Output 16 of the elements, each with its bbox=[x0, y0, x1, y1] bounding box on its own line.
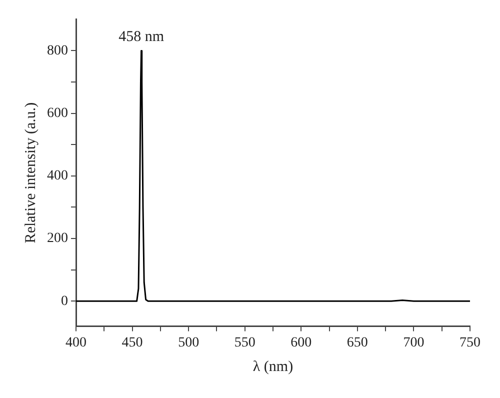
y-tick-label: 200 bbox=[47, 231, 68, 246]
x-axis-title: λ (nm) bbox=[252, 358, 294, 375]
x-tick-label: 750 bbox=[460, 335, 480, 350]
x-tick-label: 650 bbox=[346, 335, 368, 350]
x-tick-label: 600 bbox=[290, 335, 312, 350]
y-tick-label: 0 bbox=[61, 294, 68, 309]
y-tick-label: 400 bbox=[47, 168, 68, 184]
x-tick-label: 450 bbox=[122, 335, 143, 350]
y-axis-title: Relative intensity (a.u.) bbox=[22, 102, 39, 244]
y-tick-label: 800 bbox=[47, 43, 68, 58]
x-tick-label: 400 bbox=[66, 335, 86, 350]
y-tick-label: 600 bbox=[47, 106, 68, 121]
x-tick-label: 550 bbox=[234, 335, 256, 350]
annotation: 458 nm bbox=[118, 29, 164, 46]
x-tick-label: 700 bbox=[403, 335, 424, 350]
x-tick-label: 500 bbox=[178, 335, 200, 350]
